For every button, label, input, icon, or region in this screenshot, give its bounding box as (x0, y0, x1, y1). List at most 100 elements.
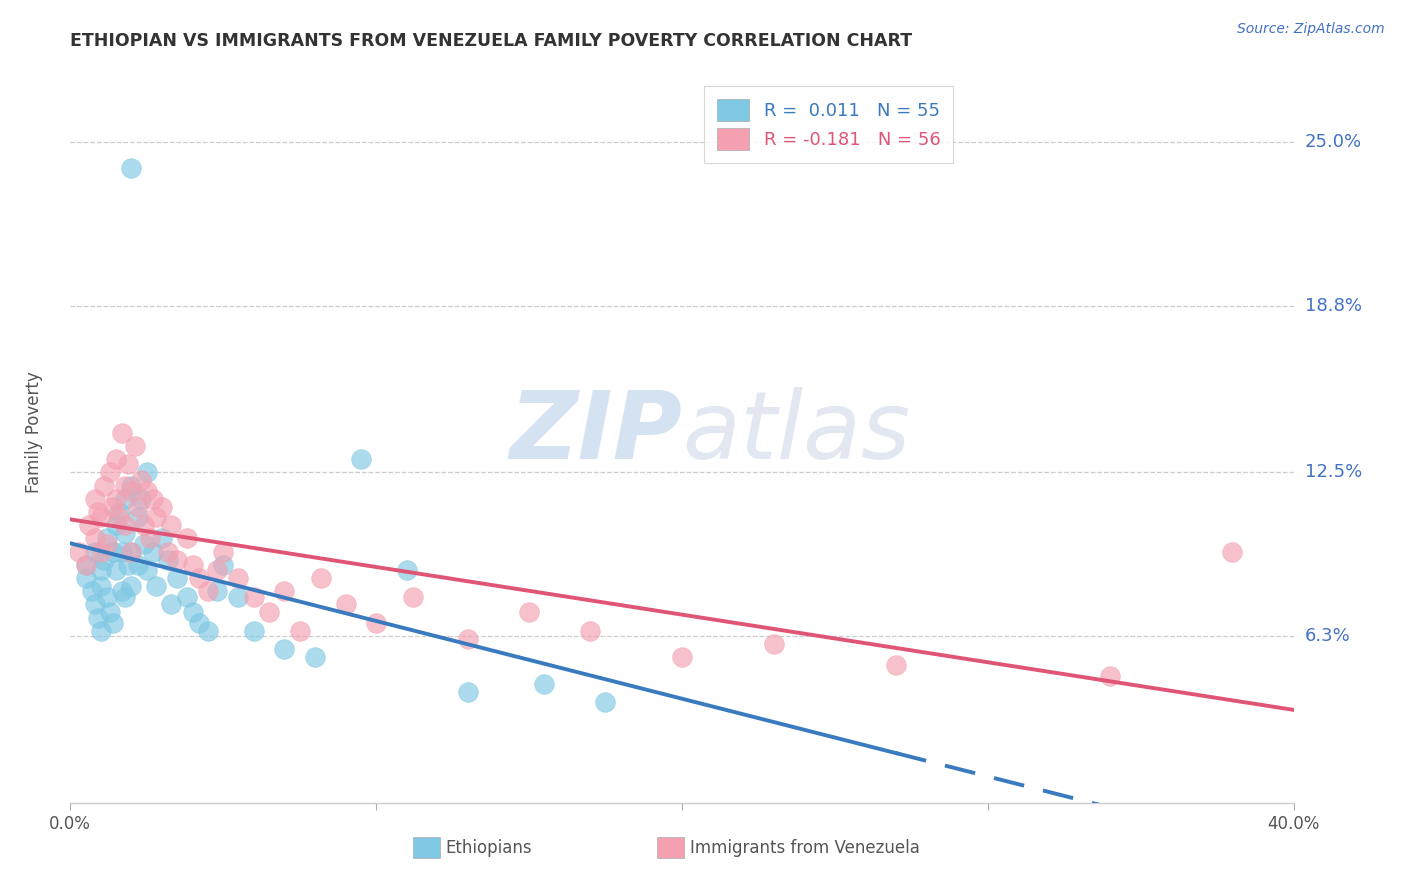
Legend: R =  0.011   N = 55, R = -0.181   N = 56: R = 0.011 N = 55, R = -0.181 N = 56 (704, 87, 953, 163)
Text: ETHIOPIAN VS IMMIGRANTS FROM VENEZUELA FAMILY POVERTY CORRELATION CHART: ETHIOPIAN VS IMMIGRANTS FROM VENEZUELA F… (70, 32, 912, 50)
Ethiopians (135, 465, 157, 479)
Immigrants from Venezuela (1099, 669, 1122, 683)
Ethiopians (90, 624, 112, 638)
Immigrants from Venezuela (228, 571, 250, 585)
Immigrants from Venezuela (114, 478, 136, 492)
Ethiopians (83, 598, 105, 612)
Ethiopians (114, 590, 136, 604)
Immigrants from Venezuela (101, 500, 124, 514)
Ethiopians (127, 558, 149, 572)
Immigrants from Venezuela (108, 510, 131, 524)
Immigrants from Venezuela (335, 598, 357, 612)
FancyBboxPatch shape (413, 838, 440, 858)
Ethiopians (90, 563, 112, 577)
Ethiopians (121, 161, 143, 176)
Ethiopians (98, 606, 121, 620)
Immigrants from Venezuela (69, 544, 91, 558)
Immigrants from Venezuela (181, 558, 204, 572)
Immigrants from Venezuela (129, 473, 152, 487)
Ethiopians (96, 590, 118, 604)
Ethiopians (105, 518, 128, 533)
Text: 12.5%: 12.5% (1305, 463, 1362, 482)
Ethiopians (205, 584, 228, 599)
Ethiopians (127, 510, 149, 524)
Immigrants from Venezuela (93, 478, 115, 492)
Immigrants from Venezuela (197, 584, 219, 599)
Ethiopians (114, 491, 136, 506)
Immigrants from Venezuela (127, 500, 149, 514)
Immigrants from Venezuela (517, 606, 540, 620)
Immigrants from Venezuela (135, 483, 157, 498)
Ethiopians (150, 532, 173, 546)
Ethiopians (93, 552, 115, 566)
Immigrants from Venezuela (273, 584, 295, 599)
Ethiopians (114, 526, 136, 541)
Immigrants from Venezuela (111, 425, 134, 440)
Ethiopians (395, 563, 418, 577)
Immigrants from Venezuela (176, 532, 198, 546)
Ethiopians (166, 571, 188, 585)
Immigrants from Venezuela (212, 544, 235, 558)
Immigrants from Venezuela (257, 606, 280, 620)
Ethiopians (273, 642, 295, 657)
Ethiopians (121, 544, 143, 558)
Ethiopians (457, 685, 479, 699)
Ethiopians (212, 558, 235, 572)
Immigrants from Venezuela (124, 439, 146, 453)
Ethiopians (80, 584, 103, 599)
Immigrants from Venezuela (457, 632, 479, 646)
Ethiopians (96, 532, 118, 546)
Ethiopians (197, 624, 219, 638)
Immigrants from Venezuela (105, 491, 128, 506)
Immigrants from Venezuela (243, 590, 266, 604)
Immigrants from Venezuela (75, 558, 97, 572)
Ethiopians (160, 598, 183, 612)
Text: Source: ZipAtlas.com: Source: ZipAtlas.com (1237, 22, 1385, 37)
Immigrants from Venezuela (121, 483, 143, 498)
Immigrants from Venezuela (762, 637, 785, 651)
Immigrants from Venezuela (150, 500, 173, 514)
Immigrants from Venezuela (105, 452, 128, 467)
Immigrants from Venezuela (187, 571, 209, 585)
Ethiopians (75, 558, 97, 572)
Immigrants from Venezuela (132, 518, 155, 533)
Ethiopians (132, 536, 155, 550)
Ethiopians (90, 579, 112, 593)
Ethiopians (176, 590, 198, 604)
Immigrants from Venezuela (166, 552, 188, 566)
Text: 25.0%: 25.0% (1305, 133, 1362, 151)
Ethiopians (533, 677, 555, 691)
Ethiopians (135, 563, 157, 577)
Text: 6.3%: 6.3% (1305, 627, 1350, 645)
Ethiopians (87, 610, 110, 624)
Immigrants from Venezuela (288, 624, 311, 638)
Immigrants from Venezuela (90, 544, 112, 558)
FancyBboxPatch shape (658, 838, 685, 858)
Immigrants from Venezuela (96, 536, 118, 550)
Ethiopians (111, 584, 134, 599)
Immigrants from Venezuela (884, 658, 907, 673)
Ethiopians (83, 544, 105, 558)
Immigrants from Venezuela (83, 532, 105, 546)
Immigrants from Venezuela (117, 458, 139, 472)
Ethiopians (121, 579, 143, 593)
Immigrants from Venezuela (309, 571, 332, 585)
Text: Ethiopians: Ethiopians (446, 838, 533, 856)
Immigrants from Venezuela (139, 532, 162, 546)
Text: 18.8%: 18.8% (1305, 297, 1361, 315)
Immigrants from Venezuela (83, 491, 105, 506)
Text: atlas: atlas (682, 387, 910, 478)
Ethiopians (75, 571, 97, 585)
Text: Immigrants from Venezuela: Immigrants from Venezuela (690, 838, 921, 856)
Ethiopians (105, 563, 128, 577)
Ethiopians (181, 606, 204, 620)
Text: Family Poverty: Family Poverty (24, 372, 42, 493)
Ethiopians (129, 491, 152, 506)
Text: ZIP: ZIP (509, 386, 682, 479)
Ethiopians (108, 505, 131, 519)
Ethiopians (101, 615, 124, 630)
Immigrants from Venezuela (579, 624, 602, 638)
Immigrants from Venezuela (90, 510, 112, 524)
Ethiopians (101, 544, 124, 558)
Ethiopians (243, 624, 266, 638)
